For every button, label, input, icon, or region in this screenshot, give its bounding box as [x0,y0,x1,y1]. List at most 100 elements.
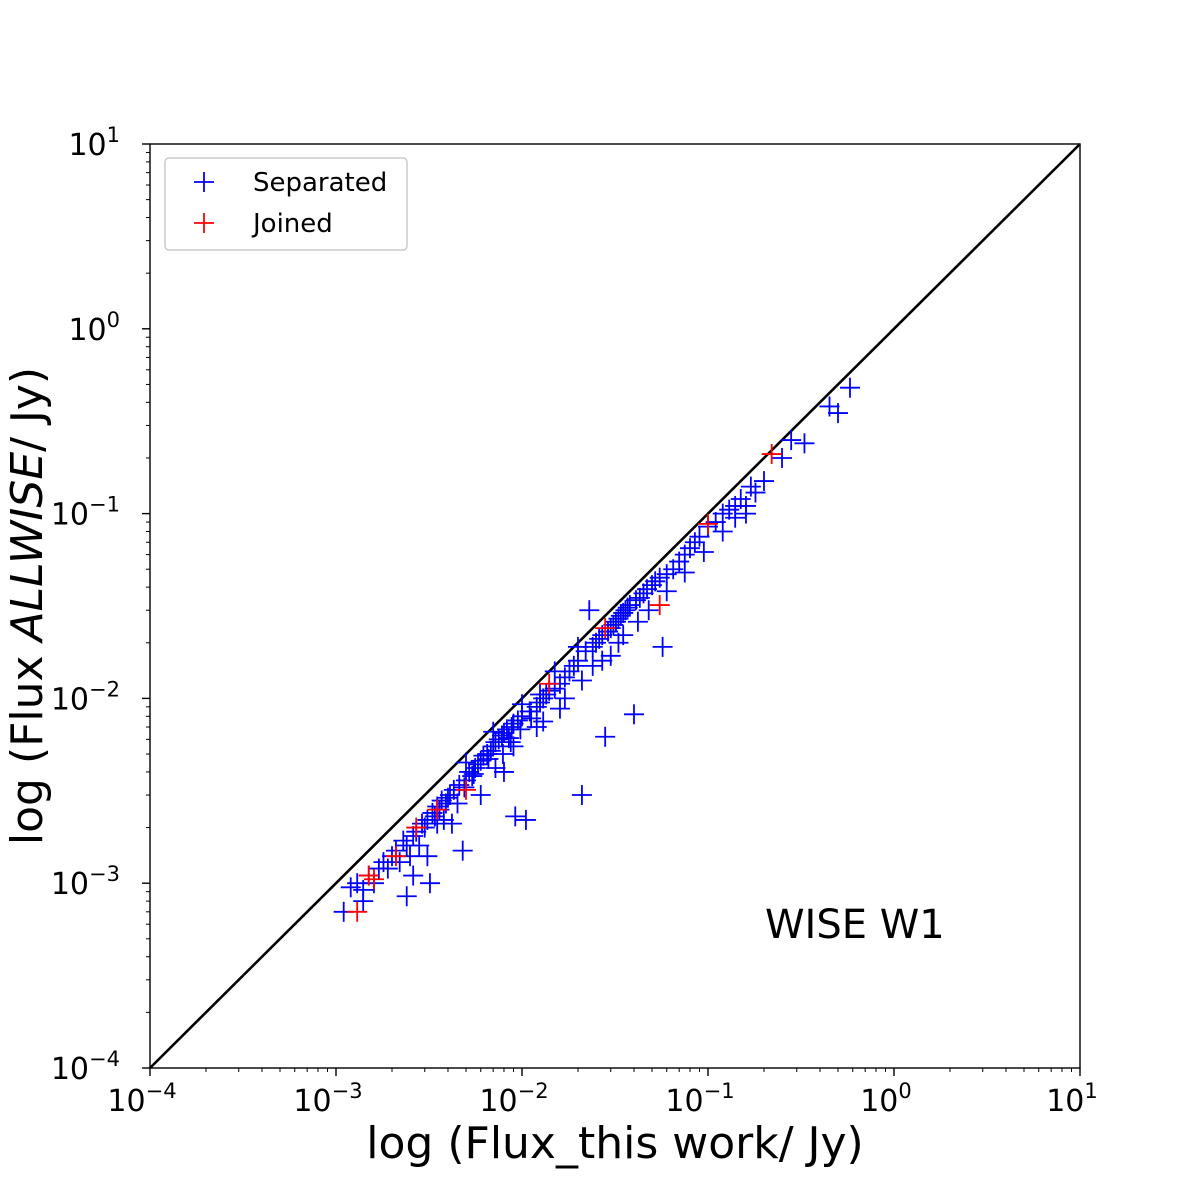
point-separated-55 [507,710,528,731]
point-separated-14 [396,886,417,907]
point-separated-118 [828,403,849,424]
point-joined-8 [595,618,616,639]
point-separated-127 [512,694,532,715]
point-joined-1 [358,865,379,886]
x-tick-label-1-exponent: −3 [332,1079,363,1103]
point-separated-136 [533,711,554,732]
identity-line [149,143,1081,1069]
x-tick-label-5-base: 10 [1046,1084,1084,1119]
point-separated-103 [689,526,710,547]
y-axis-title-italic: ALLWISE [2,452,53,645]
point-separated-72 [579,600,600,621]
y-axis-title-prefix: log (Flux [2,641,53,845]
point-separated-35 [452,840,473,861]
legend-plus-separated [194,172,214,192]
point-separated-126 [483,721,504,742]
x-tick-label-5-exponent: 1 [1084,1079,1097,1103]
y-tick-label-0-exponent: −4 [89,1047,120,1071]
point-separated-112 [745,482,766,503]
series-separated [333,377,860,922]
point-separated-23 [419,873,440,894]
point-joined-11 [761,444,782,465]
y-tick-label-5-exponent: 1 [107,123,120,147]
point-separated-119 [839,377,860,398]
legend-marker-joined [194,213,214,233]
x-tick-label-0-base: 10 [107,1084,145,1119]
point-separated-130 [403,865,424,886]
point-separated-156 [463,763,484,784]
y-tick-label-3: 10−1 [51,493,120,533]
y-tick-label-3-exponent: −1 [89,493,120,517]
point-separated-140 [600,645,621,666]
y-tick-label-5-base: 10 [68,128,106,163]
point-separated-143 [638,600,659,621]
point-separated-149 [735,495,756,516]
y-axis-title-suffix: / Jy) [2,367,53,452]
point-separated-44 [480,740,501,761]
point-joined-3 [385,846,406,867]
point-separated-94 [645,571,666,592]
point-separated-19 [409,835,430,856]
x-axis-title: log (Flux_this work/ Jy) [366,1118,863,1169]
point-separated-128 [544,661,565,682]
x-tick-label-4: 100 [860,1079,912,1119]
point-separated-57 [515,809,536,830]
x-tick-label-3: 10−1 [665,1079,734,1119]
point-separated-38 [462,766,483,787]
point-separated-77 [595,726,616,747]
y-tick-label-5: 101 [68,123,120,163]
point-joined-10 [698,513,718,534]
point-separated-51 [498,728,519,749]
y-tick-label-1: 10−3 [51,862,120,902]
point-separated-129 [567,636,588,657]
y-tick-label-1-exponent: −3 [89,862,120,886]
x-tick-label-1: 10−3 [293,1079,362,1119]
y-tick-label-0: 10−4 [51,1047,120,1087]
legend-label-joined: Joined [251,209,333,239]
point-separated-138 [571,670,592,691]
point-separated-91 [633,583,654,604]
annotation-wise-w1: WISE W1 [765,902,945,948]
point-separated-85 [615,600,636,621]
point-separated-153 [500,732,521,753]
x-tick-label-2-base: 10 [479,1084,517,1119]
y-tick-label-2-base: 10 [51,682,89,717]
point-separated-114 [772,447,793,468]
legend-label-separated: Separated [253,168,387,198]
point-separated-13 [393,830,414,851]
y-tick-label-4: 100 [68,308,120,348]
point-separated-92 [637,579,658,600]
x-tick-label-2-exponent: −2 [518,1079,549,1103]
legend-marker-separated [194,172,214,192]
point-separated-147 [712,521,733,542]
point-separated-54 [505,806,526,827]
point-joined-2 [363,869,384,890]
point-separated-145 [674,562,695,583]
point-separated-4 [353,879,374,900]
point-separated-131 [417,846,438,867]
point-separated-68 [563,655,584,676]
x-tick-label-0: 10−4 [107,1079,176,1119]
y-tick-label-0-base: 10 [51,1052,89,1087]
point-separated-102 [684,532,705,553]
y-tick-label-1-base: 10 [51,867,89,902]
x-tick-label-3-exponent: −1 [704,1079,735,1103]
point-separated-148 [725,507,746,528]
point-separated-115 [781,430,802,451]
legend-plus-joined [194,213,214,233]
point-joined-7 [539,673,560,694]
y-tick-label-2: 10−2 [51,677,120,717]
point-separated-123 [582,655,603,676]
point-joined-6 [456,779,477,800]
point-separated-70 [571,785,592,806]
x-tick-label-0-exponent: −4 [146,1079,177,1103]
point-separated-116 [794,433,815,454]
x-tick-label-1-base: 10 [293,1084,331,1119]
point-separated-40 [467,754,488,775]
point-separated-133 [470,785,491,806]
point-separated-9 [377,858,398,879]
legend: Separated Joined [164,157,408,251]
point-separated-96 [652,636,673,657]
point-separated-146 [693,541,714,562]
